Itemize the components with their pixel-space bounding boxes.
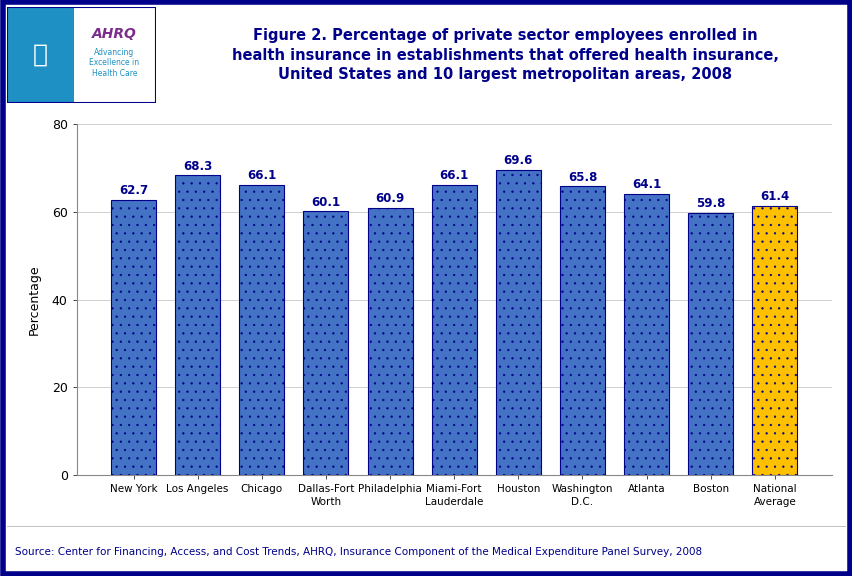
Text: 64.1: 64.1 <box>631 178 660 191</box>
Bar <box>688 213 733 475</box>
Bar <box>303 211 348 475</box>
Text: AHRQ: AHRQ <box>92 27 136 41</box>
Bar <box>175 175 220 475</box>
Bar <box>624 194 668 475</box>
Text: 65.8: 65.8 <box>567 170 596 184</box>
Text: 66.1: 66.1 <box>439 169 469 182</box>
Text: 68.3: 68.3 <box>183 160 212 173</box>
Bar <box>367 208 412 475</box>
Text: 66.1: 66.1 <box>247 169 276 182</box>
Text: 61.4: 61.4 <box>759 190 789 203</box>
Text: 69.6: 69.6 <box>503 154 532 167</box>
Bar <box>431 185 476 475</box>
Y-axis label: Percentage: Percentage <box>27 264 41 335</box>
Text: 62.7: 62.7 <box>118 184 148 197</box>
Text: Advancing
Excellence in
Health Care: Advancing Excellence in Health Care <box>89 48 139 78</box>
FancyBboxPatch shape <box>74 7 156 103</box>
Text: 🦅: 🦅 <box>33 43 48 67</box>
FancyBboxPatch shape <box>7 7 74 103</box>
Bar <box>239 185 284 475</box>
Text: 60.9: 60.9 <box>375 192 404 205</box>
Text: Source: Center for Financing, Access, and Cost Trends, AHRQ, Insurance Component: Source: Center for Financing, Access, an… <box>15 547 701 557</box>
Text: 59.8: 59.8 <box>695 197 724 210</box>
Bar <box>111 200 156 475</box>
Bar <box>495 169 540 475</box>
Text: 60.1: 60.1 <box>311 196 340 209</box>
Text: Figure 2. Percentage of private sector employees enrolled in
health insurance in: Figure 2. Percentage of private sector e… <box>232 28 778 82</box>
Bar <box>560 186 604 475</box>
Bar <box>751 206 797 475</box>
